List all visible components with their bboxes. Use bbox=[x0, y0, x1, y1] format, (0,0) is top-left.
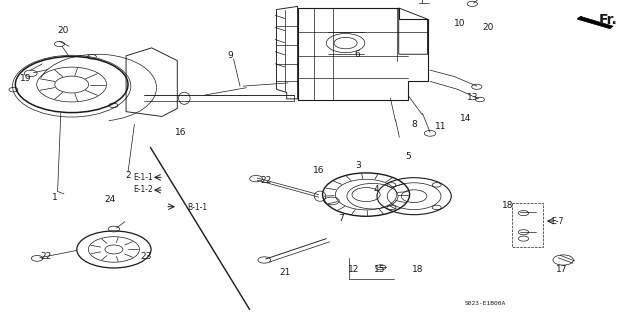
Text: 16: 16 bbox=[175, 128, 187, 137]
Text: 22: 22 bbox=[260, 176, 271, 185]
Text: E-7: E-7 bbox=[552, 217, 564, 226]
Text: 21: 21 bbox=[279, 268, 291, 277]
Text: 15: 15 bbox=[374, 265, 385, 274]
Text: 7: 7 bbox=[339, 214, 344, 223]
Text: 16: 16 bbox=[313, 166, 324, 175]
Text: 23: 23 bbox=[140, 252, 152, 261]
Text: 8: 8 bbox=[412, 120, 417, 129]
Text: 6: 6 bbox=[355, 50, 360, 59]
Text: 14: 14 bbox=[460, 114, 472, 122]
Text: B-1-1: B-1-1 bbox=[187, 203, 207, 212]
Text: 9: 9 bbox=[228, 51, 233, 60]
Text: E-1-1: E-1-1 bbox=[133, 173, 153, 182]
Text: E-1-2: E-1-2 bbox=[133, 185, 153, 194]
Text: 13: 13 bbox=[467, 93, 478, 102]
Text: 10: 10 bbox=[454, 19, 465, 28]
Text: 5: 5 bbox=[406, 152, 411, 161]
Text: 20: 20 bbox=[57, 26, 68, 35]
Text: 22: 22 bbox=[40, 252, 52, 261]
Text: 1: 1 bbox=[52, 193, 57, 202]
Text: 20: 20 bbox=[482, 23, 493, 32]
Bar bbox=[512, 203, 543, 247]
Text: 2: 2 bbox=[125, 171, 131, 180]
Text: 4: 4 bbox=[374, 185, 379, 194]
Text: S023-E1B00A: S023-E1B00A bbox=[465, 301, 506, 306]
Text: 24: 24 bbox=[104, 195, 116, 204]
Text: 3: 3 bbox=[356, 161, 361, 170]
Text: 12: 12 bbox=[348, 265, 360, 274]
Text: 18: 18 bbox=[502, 201, 513, 210]
Text: 18: 18 bbox=[412, 265, 424, 274]
Polygon shape bbox=[577, 17, 613, 29]
Text: Fr.: Fr. bbox=[598, 13, 618, 27]
Text: 11: 11 bbox=[435, 122, 446, 130]
Text: 17: 17 bbox=[556, 265, 568, 274]
Text: 19: 19 bbox=[20, 74, 31, 83]
